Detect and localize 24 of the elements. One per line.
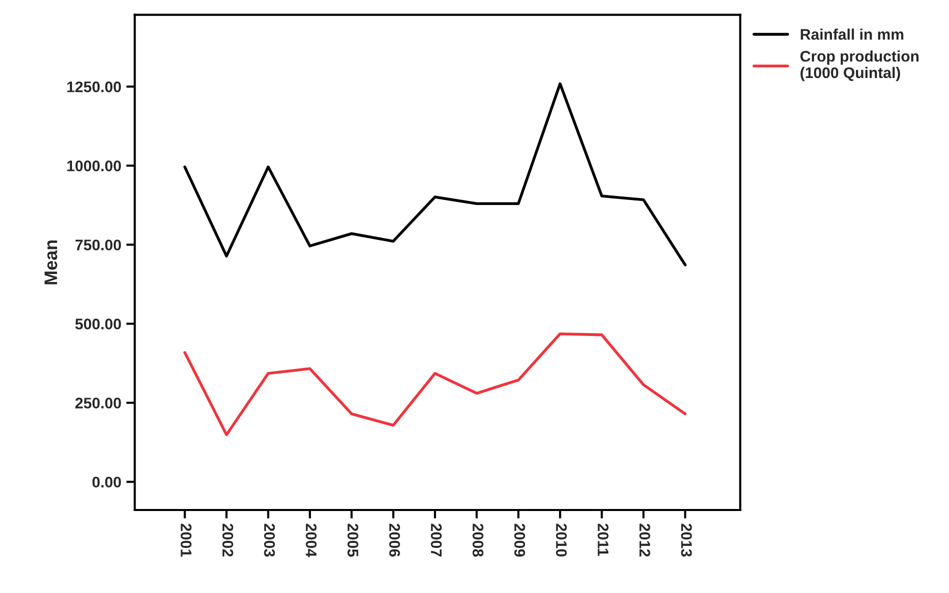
x-tick-label: 2004 bbox=[306, 524, 317, 558]
x-tick-label: 2009 bbox=[514, 524, 526, 557]
x-tick-label: 2001 bbox=[180, 524, 192, 557]
y-tick-label: 500.00 bbox=[75, 318, 121, 330]
line-series bbox=[183, 332, 687, 436]
y-tick-label: 250.00 bbox=[75, 398, 121, 408]
y-tick-label: 1000.00 bbox=[67, 160, 121, 172]
x-tick-label: 2007 bbox=[430, 524, 442, 556]
x-tick-label: 2005 bbox=[347, 524, 358, 557]
x-tick-label: 2010 bbox=[556, 524, 567, 557]
x-tick-label: 2013 bbox=[681, 524, 692, 557]
y-tick-label: 1250.00 bbox=[67, 81, 121, 92]
legend-label: Rainfall in mm bbox=[800, 28, 904, 40]
line-series bbox=[183, 82, 687, 266]
x-tick-label: 2011 bbox=[598, 524, 608, 556]
x-tick-label: 2008 bbox=[472, 524, 484, 557]
y-tick-label: 750.00 bbox=[75, 240, 121, 250]
legend-label: Crop production (1000 Quintal) bbox=[800, 50, 919, 82]
y-axis-title: Mean bbox=[44, 240, 58, 284]
y-tick-label: 0.00 bbox=[92, 476, 121, 488]
x-tick-label: 2002 bbox=[222, 524, 234, 557]
x-tick-label: 2006 bbox=[389, 524, 400, 557]
x-tick-label: 2012 bbox=[639, 524, 650, 557]
x-tick-label: 2003 bbox=[264, 524, 275, 557]
